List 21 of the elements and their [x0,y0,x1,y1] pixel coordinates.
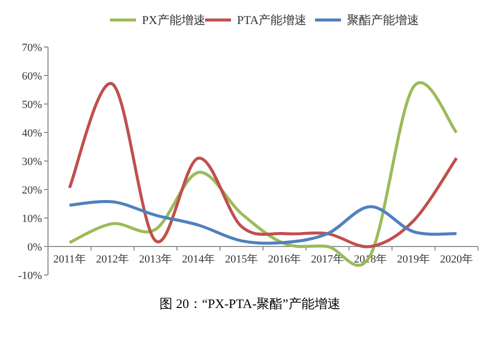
x-tick-label: 2014年 [182,254,215,266]
x-tick-label: 2013年 [139,254,172,266]
legend-label: PX产能增速 [142,13,206,27]
y-tick-label: -10% [18,270,42,282]
legend-label: PTA产能增速 [237,13,307,27]
x-tick-label: 2016年 [268,254,301,266]
y-tick-label: 60% [22,70,42,82]
y-tick-label: 70% [22,42,42,54]
x-tick-label: 2012年 [96,254,129,266]
x-tick-label: 2020年 [440,254,473,266]
y-tick-label: 10% [22,213,42,225]
x-tick-label: 2019年 [397,254,430,266]
y-tick-label: 50% [22,99,42,111]
legend-label: 聚酯产能增速 [347,13,419,27]
x-tick-label: 2015年 [225,254,258,266]
y-tick-label: 40% [22,128,42,140]
y-tick-label: 0% [27,242,42,254]
y-tick-label: 30% [22,156,42,168]
y-tick-label: 20% [22,184,42,196]
x-tick-label: 2011年 [53,254,86,266]
text: 图 20：“PX-PTA-聚酯”产能增速 [160,296,340,311]
